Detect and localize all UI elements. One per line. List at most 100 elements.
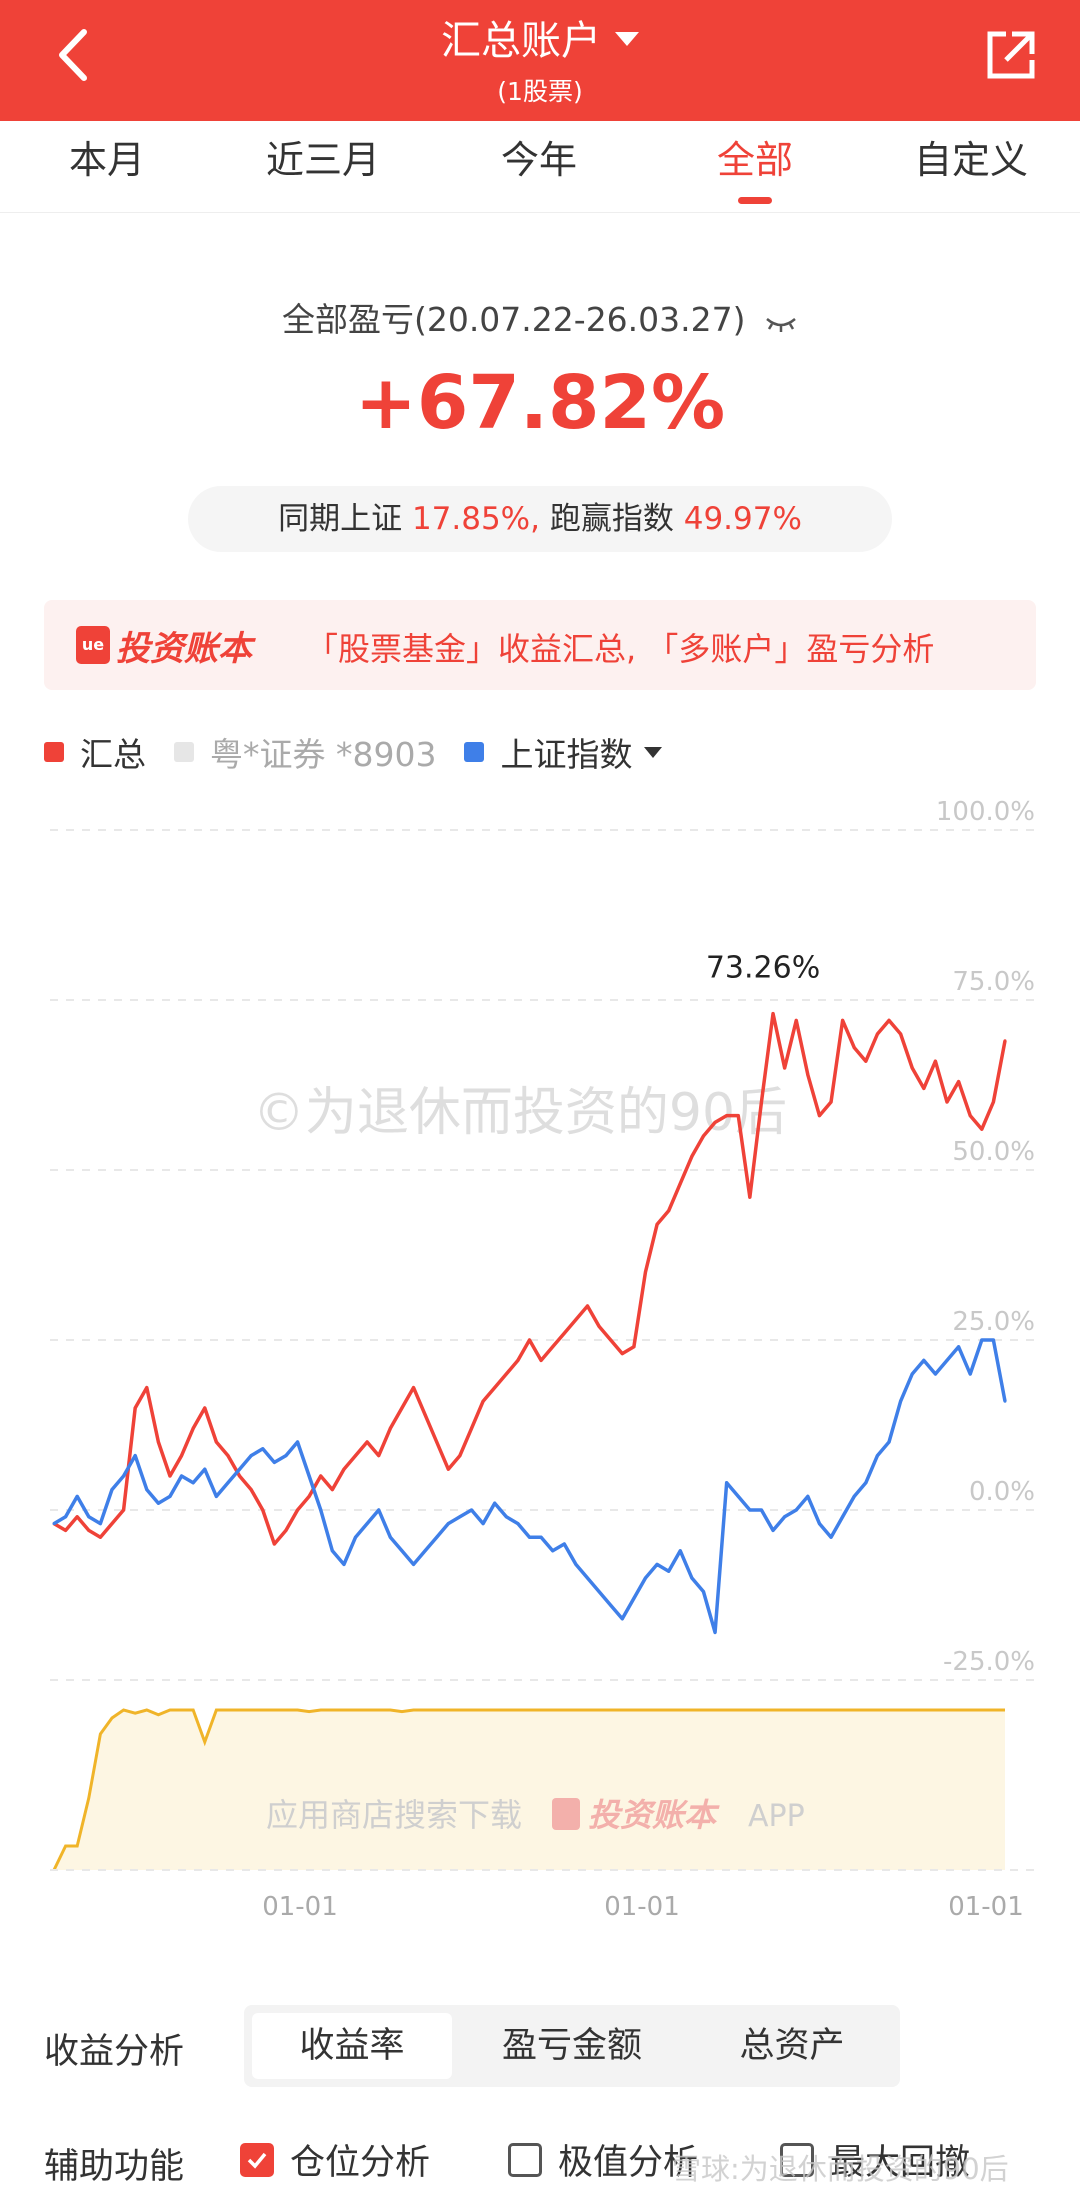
data-point-total [238,1474,242,1478]
tab-this-year[interactable]: 今年 [500,138,577,182]
series-line-index [53,1338,1007,1635]
data-point-total [435,1440,439,1444]
return-chart[interactable]: 100.0% 75.0% 50.0% 25.0% 0.0% -25.0% ©为退休而投资的9… [0,790,1080,1940]
legend-item-account[interactable]: 粤*证券 *8903 [174,728,436,776]
data-point-index [748,1508,752,1512]
data-point-index [899,1399,903,1403]
data-point-total [458,1454,462,1458]
checkbox-checked-icon[interactable] [240,2142,274,2177]
data-point-index [643,1576,647,1580]
tab-all[interactable]: 全部 [716,138,793,182]
data-point-index [180,1474,184,1478]
data-point-total [806,1073,810,1077]
legend-swatch [44,742,64,762]
data-point-index [52,1522,56,1526]
data-point-index [759,1508,763,1512]
data-point-index [968,1372,972,1376]
data-point-total [272,1542,276,1546]
data-point-index [875,1454,879,1458]
data-point-index [852,1494,856,1498]
data-point-index [713,1630,717,1634]
data-point-index [585,1576,589,1580]
data-point-index [354,1535,358,1539]
data-point-index [133,1454,137,1458]
data-point-total [968,1114,972,1118]
data-point-index [597,1590,601,1594]
data-point-index [481,1522,485,1526]
tab-three-months[interactable]: 近三月 [265,138,380,182]
data-point-index [841,1515,845,1519]
data-point-index [910,1372,914,1376]
caret-down-icon[interactable] [644,746,663,758]
x-tick-label: 01-01 [262,1892,338,1922]
data-point-total [87,1528,91,1532]
account-title[interactable]: 汇总账户 [441,18,601,64]
data-point-index [539,1535,543,1539]
data-point-total [609,1338,613,1342]
ledger-icon [552,1798,580,1830]
data-point-index [887,1440,891,1444]
data-point-index [551,1549,555,1553]
data-point-total [817,1114,821,1118]
position-area [54,1710,1005,1870]
promo-banner[interactable]: ue 投资账本 「股票基金」收益汇总, 「多账户」盈亏分析 [44,600,1036,690]
back-button[interactable] [40,20,110,90]
legend-item-index[interactable]: 上证指数 [464,728,663,776]
data-point-total [122,1508,126,1512]
analysis-segmented-control: 收益率 盈亏金额 总资产 [244,2005,900,2087]
caret-down-icon[interactable] [615,32,639,46]
data-point-index [296,1440,300,1444]
aux-extreme-analysis[interactable]: 极值分析 [508,2134,698,2185]
data-point-total [191,1426,195,1430]
data-point-index [145,1488,149,1492]
data-point-index [365,1522,369,1526]
data-point-total [423,1413,427,1417]
aux-max-drawdown[interactable]: 最大回撤 [780,2134,970,2185]
data-point-total [354,1454,358,1458]
data-point-total [783,1066,787,1070]
segment-pnl-amount[interactable]: 盈亏金额 [501,2026,642,2066]
legend-swatch [464,742,485,762]
data-point-index [249,1454,253,1458]
data-point-total [470,1426,474,1430]
chart-legend: 汇总 粤*证券 *8903 上证指数 [44,730,690,774]
data-point-index [75,1494,79,1498]
data-point-total [481,1399,485,1403]
data-point-total [516,1358,520,1362]
x-tick-label: 01-01 [948,1892,1024,1922]
tab-this-month[interactable]: 本月 [68,138,145,182]
data-point-total [539,1358,543,1362]
eye-closed-icon[interactable] [764,302,798,341]
aux-position-analysis[interactable]: 仓位分析 [240,2134,430,2185]
data-point-total [771,1012,775,1016]
y-tick-label: 50.0% [952,1137,1035,1167]
account-selector[interactable]: 汇总账户 (1股票) [0,8,1080,108]
data-point-index [562,1542,566,1546]
data-point-index [412,1562,416,1566]
data-point-total [261,1508,265,1512]
share-icon [987,31,1035,79]
account-subtitle: (1股票) [497,77,583,106]
data-point-total [388,1426,392,1430]
position-line [52,1708,1005,1871]
peak-label: 73.26% [706,951,820,986]
segment-return-rate[interactable]: 收益率 [252,2013,452,2079]
legend-item-total[interactable]: 汇总 [44,728,146,776]
checkbox-unchecked-icon[interactable] [508,2142,542,2177]
data-point-total [446,1467,450,1471]
data-point-index [168,1494,172,1498]
data-point-total [551,1345,555,1349]
data-point-total [597,1324,601,1328]
data-point-total [75,1515,79,1519]
data-point-index [203,1467,207,1471]
segment-total-assets[interactable]: 总资产 [739,2026,845,2066]
data-point-total [562,1331,566,1335]
active-tab-indicator [738,197,772,204]
legend-swatch [174,742,194,762]
data-point-index [783,1515,787,1519]
tab-custom[interactable]: 自定义 [913,138,1028,182]
data-point-total [864,1059,868,1063]
share-button[interactable] [982,26,1040,84]
checkbox-unchecked-icon[interactable] [780,2142,814,2177]
data-point-total [307,1494,311,1498]
